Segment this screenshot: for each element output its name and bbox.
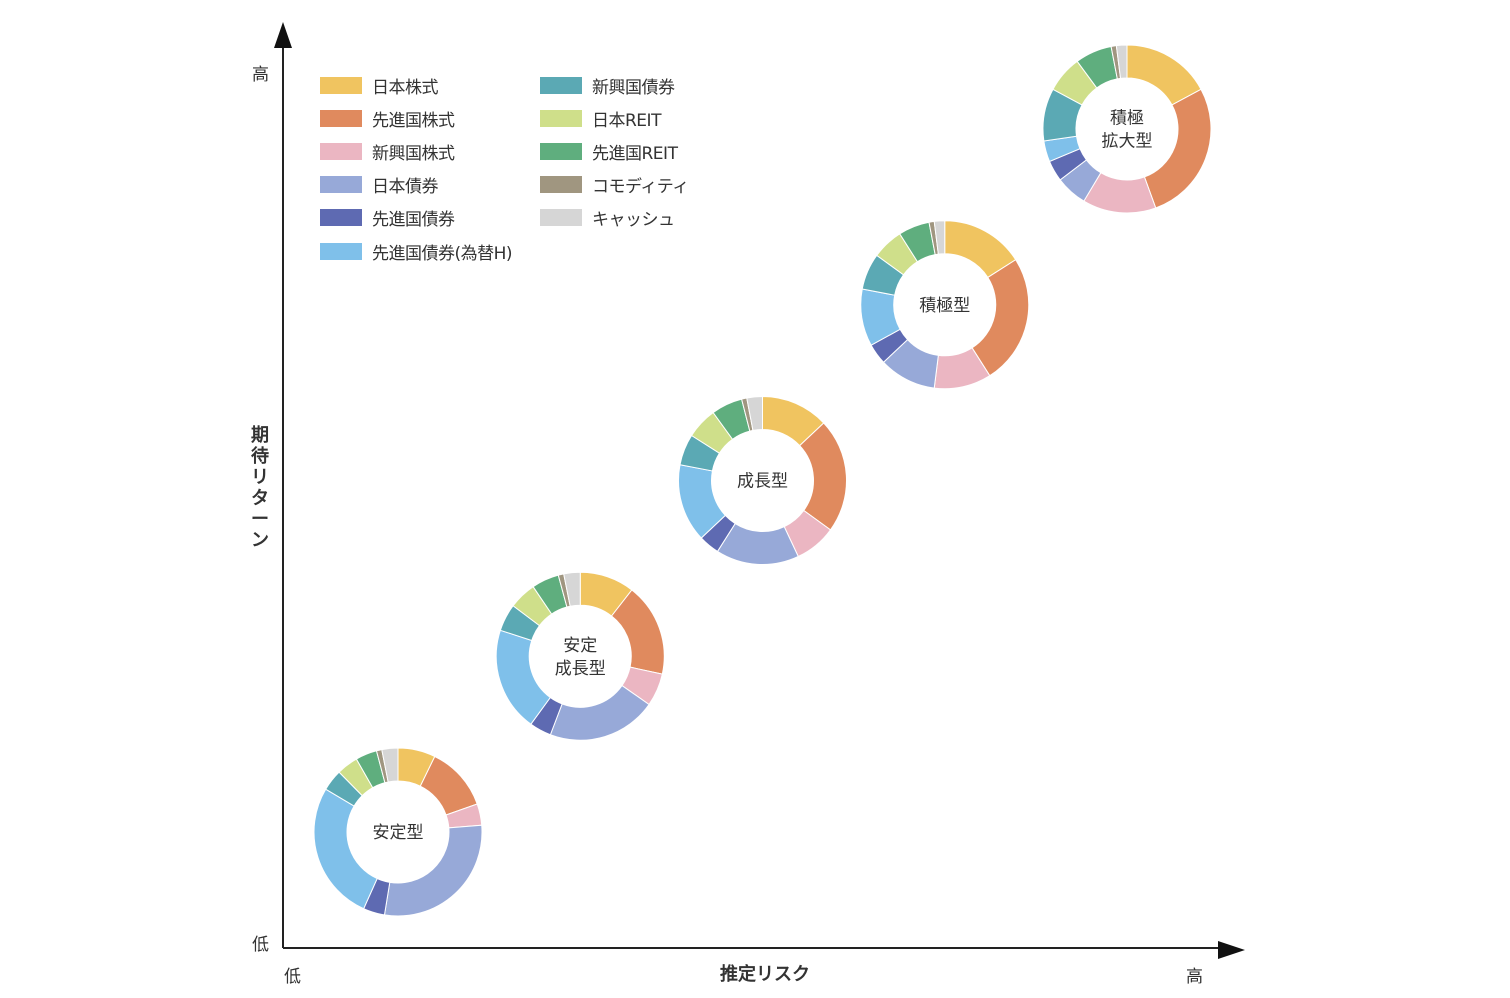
legend-label: 先進国債券 [372,209,455,230]
legend-label: 先進国REIT [592,143,678,164]
legend-item: 先進国REIT [540,140,678,164]
legend-label: 日本株式 [372,77,439,98]
legend-item: 先進国株式 [320,107,455,131]
donut-slice [933,220,946,255]
legend-label: 日本債券 [372,176,439,197]
legend-swatch [320,76,362,94]
donut-slice [1115,44,1128,79]
legend-item: 日本債券 [320,173,439,197]
legend-label: キャッシュ [592,209,675,230]
legend-item: 先進国債券 [320,206,455,230]
legend: 日本株式 先進国株式 新興国株式 日本債券 先進国債券 先進国債券(為替H) 新… [320,74,740,274]
legend-item: 新興国債券 [540,74,675,98]
legend-label: 新興国株式 [372,143,455,164]
donut-label: 積極 [1110,109,1144,129]
x-axis-arrow [1218,941,1245,959]
legend-label: 日本REIT [592,110,661,131]
donut-label: 拡大型 [1102,132,1153,152]
legend-item: 日本株式 [320,74,439,98]
y-axis-arrow [274,22,292,48]
donut-slice [381,747,399,783]
y-tick-high: 高 [252,65,269,85]
donut-label: 積極型 [919,296,970,316]
x-tick-high: 高 [1186,967,1203,987]
legend-label: 先進国債券(為替H) [372,243,513,264]
donut-slice [746,395,763,431]
legend-item: 先進国債券(為替H) [320,240,513,264]
legend-swatch [540,175,582,193]
legend-swatch [320,175,362,193]
legend-swatch [320,109,362,127]
y-tick-low: 低 [252,935,269,955]
legend-swatch [540,76,582,94]
legend-label: コモディティ [592,176,689,197]
legend-swatch [320,242,362,260]
donut-slice [971,259,1030,377]
x-axis-title: 推定リスク [720,964,810,985]
legend-item: 新興国株式 [320,140,455,164]
legend-swatch [540,208,582,226]
donut-label: 成長型 [737,472,788,492]
donut-slice [1143,88,1212,209]
legend-item: 日本REIT [540,107,661,131]
legend-item: キャッシュ [540,206,675,230]
legend-swatch [540,142,582,160]
donut-slice [549,684,650,741]
legend-label: 先進国株式 [372,110,455,131]
x-tick-low: 低 [284,967,301,987]
legend-swatch [320,142,362,160]
y-axis-title: 期待リターン [251,425,269,551]
donut-label: 安定型 [373,823,424,843]
donut-label: 成長型 [555,659,606,679]
legend-item: コモディティ [540,173,689,197]
legend-swatch [320,208,362,226]
legend-label: 新興国債券 [592,77,675,98]
donut-slice [563,571,581,607]
donut-label: 安定 [563,636,597,656]
donut-slice [313,788,378,910]
legend-swatch [540,109,582,127]
